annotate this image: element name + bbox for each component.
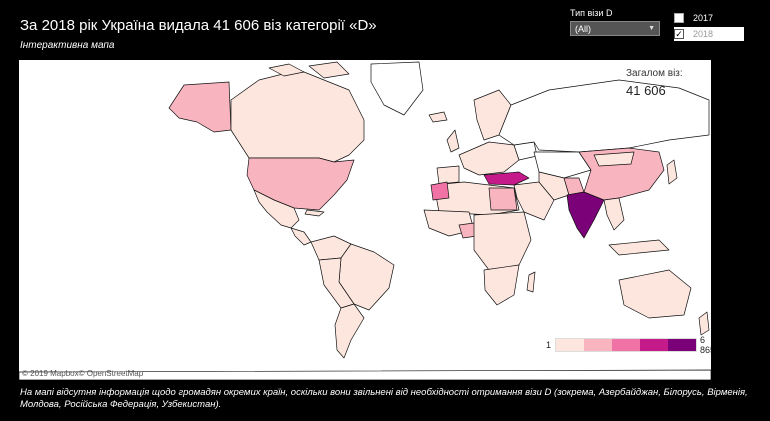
country-shape [483, 264, 520, 306]
legend-swatch [668, 339, 697, 351]
country-shape [483, 171, 530, 186]
country-shape [19, 369, 711, 380]
footnote: На мапі відсутня інформація щодо громадя… [20, 387, 748, 410]
country-shape [304, 209, 325, 217]
country-shape [488, 187, 518, 211]
legend-swatch [612, 339, 641, 351]
country-shape [593, 151, 635, 167]
country-shape [603, 197, 625, 231]
chevron-down-icon: ▼ [648, 25, 655, 32]
legend-swatch [556, 339, 585, 351]
total-visas-label: Загалом віз: [626, 68, 683, 79]
country-shape [698, 311, 710, 336]
country-shape [268, 63, 305, 77]
country-shape [608, 239, 670, 256]
country-shape [370, 61, 424, 116]
country-shape [458, 141, 520, 176]
country-shape [308, 61, 350, 79]
country-shape [436, 165, 460, 185]
page-subtitle: Інтерактивна мапа [20, 40, 115, 51]
country-shape [446, 129, 460, 153]
country-shape [666, 159, 678, 185]
year-option-2017[interactable]: 2017 [674, 11, 744, 25]
legend-max-label: 6 865 [700, 335, 711, 355]
legend-min-label: 1 [546, 340, 552, 350]
visa-type-filter-label: Тип візи D [570, 8, 613, 18]
country-shape [533, 151, 592, 179]
legend-swatch [640, 339, 669, 351]
country-shape [430, 181, 450, 201]
year-option-label: 2018 [693, 29, 714, 39]
year-filter: 2017 ✓ 2018 [674, 11, 744, 43]
legend-swatch [584, 339, 613, 351]
country-shape [290, 227, 312, 246]
year-option-label: 2017 [693, 13, 714, 23]
country-shape [538, 171, 570, 201]
choropleth-map[interactable] [19, 60, 711, 380]
country-shape [618, 269, 692, 319]
visa-type-dropdown[interactable]: (All) ▼ [570, 21, 660, 36]
country-shape [498, 79, 710, 153]
country-shape [246, 157, 355, 211]
color-legend: 1 6 865 [546, 335, 711, 355]
legend-swatches [555, 338, 698, 352]
world-map[interactable]: Загалом віз: 41 606 1 6 865 © 2019 Mapbo… [19, 60, 711, 380]
country-shape [428, 111, 448, 123]
checkbox-checked-icon[interactable]: ✓ [674, 29, 684, 39]
checkbox-icon[interactable] [674, 13, 684, 23]
total-visas-value: 41 606 [626, 83, 666, 98]
country-shape [526, 271, 536, 293]
map-attribution[interactable]: © 2019 Mapbox© OpenStreetMap [22, 369, 144, 378]
page-title: За 2018 рік Україна видала 41 606 віз ка… [20, 17, 377, 34]
year-option-2018[interactable]: ✓ 2018 [674, 27, 744, 41]
visa-type-selected-value: (All) [575, 23, 591, 34]
country-shape [168, 81, 232, 133]
country-shape [334, 303, 365, 359]
